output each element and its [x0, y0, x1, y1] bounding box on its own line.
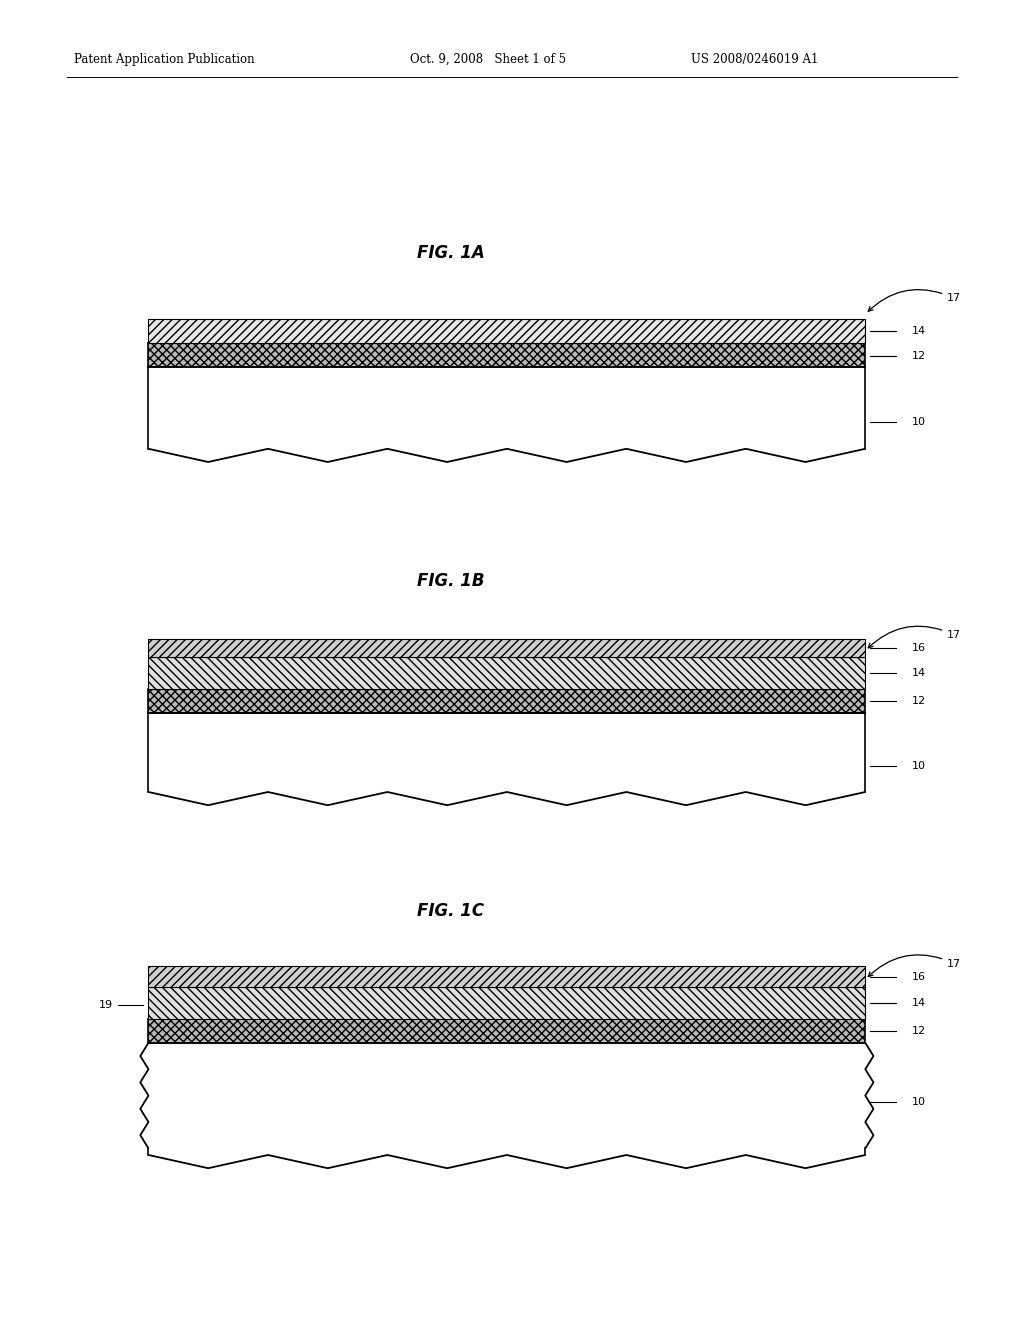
Text: 17: 17 — [868, 626, 962, 648]
Text: 16: 16 — [911, 972, 926, 982]
Bar — [148, 343, 865, 367]
Text: 10: 10 — [911, 760, 926, 771]
Bar — [148, 1043, 865, 1135]
Text: 12: 12 — [911, 1026, 926, 1036]
Text: 17: 17 — [868, 289, 962, 312]
Bar — [148, 689, 865, 713]
Bar — [148, 367, 865, 449]
Bar — [148, 987, 865, 1019]
Text: 12: 12 — [911, 351, 926, 362]
Text: 14: 14 — [911, 326, 926, 337]
Bar — [148, 639, 865, 657]
Bar — [148, 343, 865, 367]
Text: Oct. 9, 2008   Sheet 1 of 5: Oct. 9, 2008 Sheet 1 of 5 — [410, 53, 565, 66]
Bar — [148, 1019, 865, 1043]
Text: FIG. 1A: FIG. 1A — [417, 244, 484, 263]
Text: US 2008/0246019 A1: US 2008/0246019 A1 — [691, 53, 818, 66]
Text: Patent Application Publication: Patent Application Publication — [74, 53, 254, 66]
Bar — [148, 639, 865, 657]
Bar — [148, 657, 865, 689]
Text: 12: 12 — [911, 696, 926, 706]
Bar — [148, 319, 865, 343]
Bar — [148, 657, 865, 689]
Bar — [148, 987, 865, 1019]
Text: FIG. 1C: FIG. 1C — [417, 902, 484, 920]
Text: 10: 10 — [911, 417, 926, 428]
Text: FIG. 1B: FIG. 1B — [417, 572, 484, 590]
Bar — [148, 1019, 865, 1043]
Bar — [148, 966, 865, 987]
Bar — [148, 689, 865, 713]
Text: 10: 10 — [911, 1097, 926, 1107]
Text: 16: 16 — [911, 643, 926, 653]
Bar — [148, 319, 865, 343]
Bar — [148, 713, 865, 792]
Text: 14: 14 — [911, 668, 926, 678]
Text: 17: 17 — [868, 954, 962, 977]
Bar — [148, 966, 865, 987]
Text: 19: 19 — [98, 999, 113, 1010]
Text: 14: 14 — [911, 998, 926, 1008]
